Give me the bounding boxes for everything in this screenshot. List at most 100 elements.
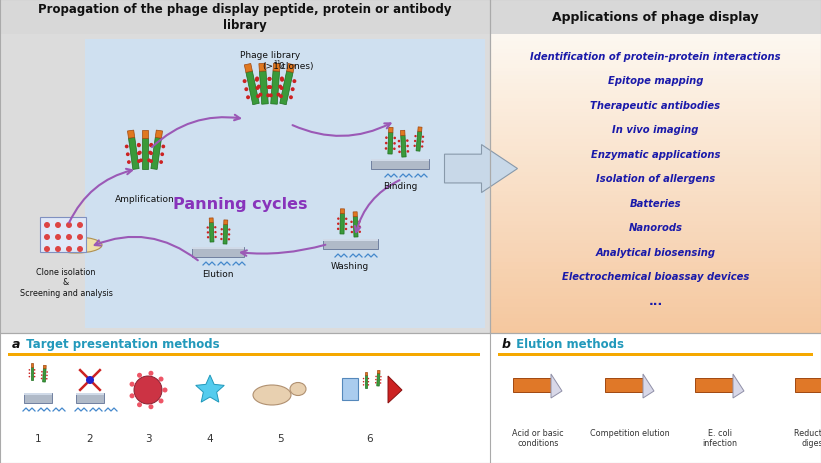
Circle shape [127, 161, 131, 164]
Bar [342, 378, 358, 400]
Polygon shape [388, 376, 402, 403]
Bar [40, 218, 86, 252]
Text: (>10: (>10 [262, 62, 285, 70]
Bar [490, 132, 821, 136]
Text: 5: 5 [277, 433, 283, 443]
Circle shape [421, 141, 424, 144]
Text: E. coli
infection: E. coli infection [703, 428, 737, 447]
Bar [490, 311, 821, 315]
Text: clones): clones) [278, 62, 314, 70]
Bar [490, 154, 821, 158]
Circle shape [268, 78, 272, 81]
Bar [490, 125, 821, 129]
Circle shape [66, 246, 72, 252]
Bar [85, 40, 485, 328]
Bar [490, 72, 821, 76]
Polygon shape [401, 131, 405, 136]
Circle shape [246, 96, 250, 100]
Polygon shape [209, 223, 214, 243]
Circle shape [46, 371, 48, 373]
Bar [490, 177, 821, 181]
Polygon shape [44, 365, 46, 369]
Circle shape [66, 223, 72, 229]
Bar [490, 281, 821, 285]
Bar [490, 87, 821, 91]
Circle shape [337, 228, 339, 231]
Circle shape [375, 382, 377, 384]
Text: Amplification: Amplification [115, 194, 175, 204]
Circle shape [385, 148, 388, 150]
Bar [498, 353, 813, 356]
Circle shape [351, 226, 353, 229]
Text: Applications of phage display: Applications of phage display [553, 11, 759, 24]
Ellipse shape [50, 238, 102, 253]
Circle shape [291, 88, 295, 92]
Text: Therapeutic antibodies: Therapeutic antibodies [590, 100, 721, 111]
Bar [490, 162, 821, 166]
Polygon shape [142, 138, 148, 169]
Circle shape [245, 88, 248, 92]
Circle shape [368, 384, 369, 386]
Bar [0, 0, 490, 333]
Circle shape [55, 246, 61, 252]
Circle shape [228, 229, 231, 231]
Bar [605, 378, 643, 392]
Circle shape [363, 378, 365, 380]
Bar [490, 330, 821, 334]
Bar [490, 214, 821, 218]
Circle shape [358, 226, 360, 228]
Bar [371, 160, 429, 162]
Circle shape [380, 379, 382, 381]
Polygon shape [353, 213, 357, 217]
Circle shape [138, 151, 142, 155]
Bar [490, 38, 821, 43]
Circle shape [406, 151, 409, 153]
Bar [490, 315, 821, 319]
Circle shape [385, 137, 388, 140]
Circle shape [137, 152, 140, 156]
Text: Target presentation methods: Target presentation methods [22, 338, 220, 351]
Bar [490, 136, 821, 140]
Bar [490, 240, 821, 244]
Bar [490, 169, 821, 174]
Circle shape [415, 136, 417, 138]
Circle shape [393, 148, 396, 151]
Text: Clone isolation
&
Screening and analysis: Clone isolation & Screening and analysis [20, 268, 112, 297]
Circle shape [243, 80, 246, 84]
Bar [490, 121, 821, 125]
Bar [490, 106, 821, 110]
Text: b: b [502, 338, 511, 351]
Bar [490, 319, 821, 323]
Bar [795, 378, 821, 392]
Bar [24, 393, 52, 403]
Polygon shape [43, 369, 46, 382]
Bar [490, 158, 821, 162]
Circle shape [259, 94, 263, 97]
Bar [490, 244, 821, 248]
Text: 11: 11 [273, 59, 281, 64]
Circle shape [398, 151, 401, 154]
Polygon shape [388, 133, 393, 155]
Circle shape [137, 144, 140, 148]
Bar [490, 143, 821, 147]
Text: Propagation of the phage display peptide, protein or antibody
library: Propagation of the phage display peptide… [39, 4, 452, 31]
Bar [490, 263, 821, 267]
Polygon shape [259, 72, 268, 105]
Circle shape [257, 85, 261, 89]
Bar [490, 236, 821, 241]
Circle shape [368, 381, 369, 382]
Bar [490, 91, 821, 95]
Circle shape [160, 153, 164, 157]
Text: a: a [12, 338, 21, 351]
Circle shape [158, 377, 163, 382]
Circle shape [29, 369, 30, 371]
Circle shape [345, 218, 347, 220]
Bar [490, 225, 821, 229]
Circle shape [337, 223, 339, 225]
Bar [490, 57, 821, 62]
Polygon shape [127, 131, 135, 139]
Circle shape [149, 371, 154, 376]
Circle shape [44, 234, 50, 240]
Polygon shape [365, 373, 367, 375]
Circle shape [280, 77, 284, 81]
